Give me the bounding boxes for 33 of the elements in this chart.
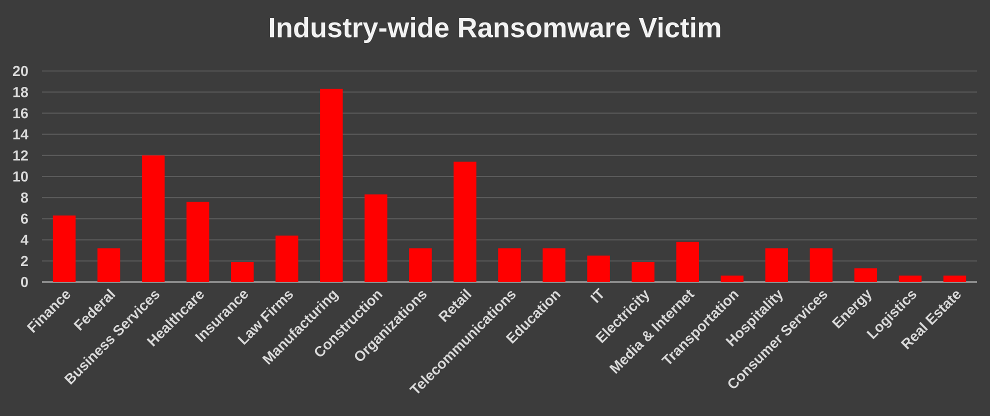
bar	[231, 262, 254, 282]
y-tick-label: 4	[20, 234, 28, 245]
y-tick-label: 12	[13, 150, 28, 160]
bar	[854, 268, 878, 282]
bar	[542, 248, 566, 282]
y-tick-label: 6	[20, 214, 28, 224]
bar	[720, 276, 744, 282]
bar	[276, 236, 298, 282]
bar	[142, 155, 165, 282]
bar	[632, 262, 654, 282]
y-tick-label: 18	[13, 86, 28, 98]
y-tick-label: 20	[12, 66, 28, 76]
bar	[765, 248, 788, 282]
bar	[454, 162, 476, 282]
bar	[943, 276, 966, 282]
bar	[409, 248, 432, 282]
bar	[898, 276, 922, 282]
bar	[97, 248, 120, 282]
bar	[186, 202, 210, 282]
bar	[676, 242, 699, 282]
y-tick-label: 0	[21, 276, 28, 288]
bar	[364, 194, 388, 282]
y-tick-label: 8	[20, 192, 28, 203]
bar	[810, 248, 833, 282]
bar	[498, 248, 521, 282]
bar	[587, 256, 610, 282]
chart-title: Industry-wide Ransomware Victim	[270, 17, 720, 43]
y-tick-label: 2	[20, 256, 28, 266]
bar	[52, 216, 76, 282]
y-tick-label: 16	[13, 108, 28, 118]
y-tick-label: 14	[13, 129, 28, 140]
y-tick-label: 10	[13, 171, 28, 182]
bar	[320, 88, 343, 282]
